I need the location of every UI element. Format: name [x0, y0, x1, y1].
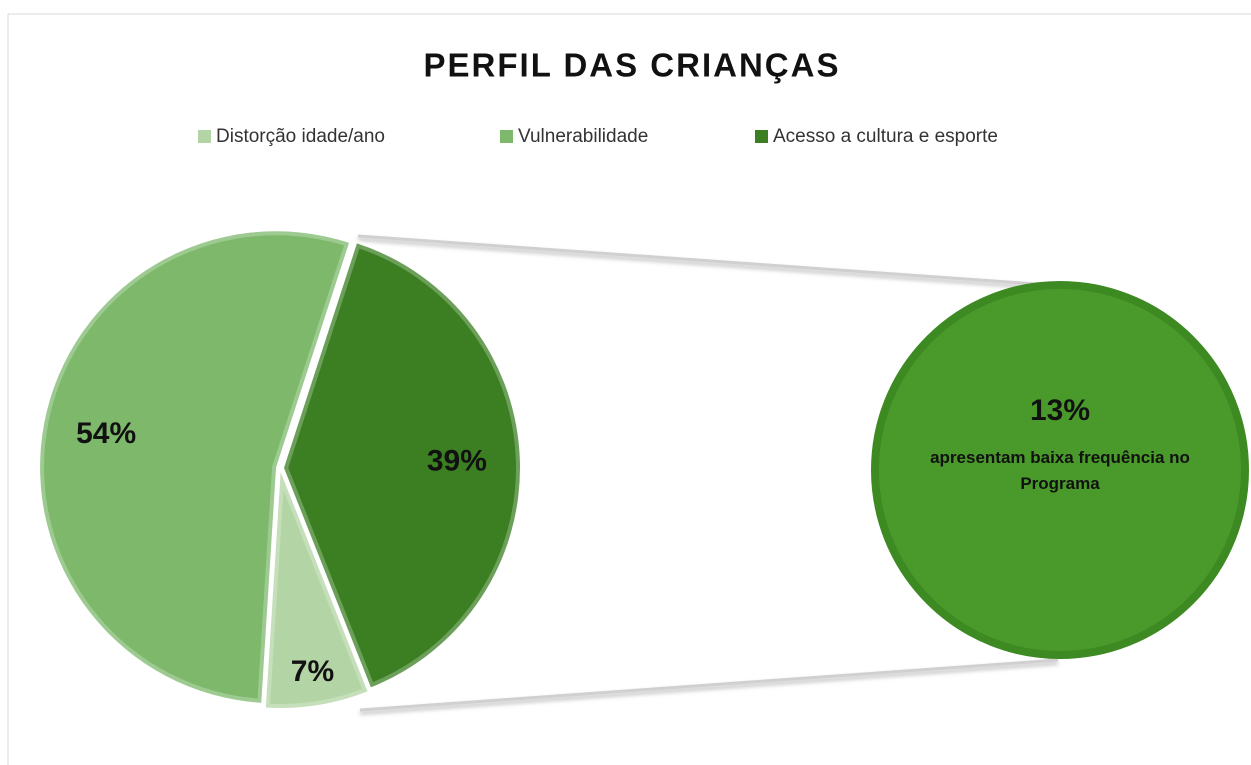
legend-label: Distorção idade/ano	[216, 126, 385, 147]
chart-title: PERFIL DAS CRIANÇAS	[424, 47, 841, 84]
legend-swatch	[198, 130, 211, 143]
data-label: 39%	[427, 444, 487, 477]
pie-slice	[279, 239, 524, 692]
connector	[359, 658, 1059, 712]
legend: Distorção idade/ano Vulnerabilidade Acesso…	[198, 126, 998, 147]
legend-label: Vulnerabilidade	[518, 126, 648, 147]
pie-slice	[36, 227, 353, 707]
callout-text: apresentam baixa frequência no Programa	[930, 448, 1190, 493]
pie: 7% 54% 39%	[36, 227, 524, 712]
callout-circle	[871, 281, 1249, 659]
legend-label: Acesso a cultura e esporte	[773, 126, 998, 147]
legend-swatch	[500, 130, 513, 143]
callout-value: 13%	[1030, 394, 1090, 427]
pie-slice	[261, 467, 372, 712]
data-label: 7%	[291, 655, 334, 688]
data-label: 54%	[76, 417, 136, 450]
connector	[357, 234, 1051, 287]
legend-swatch	[755, 130, 768, 143]
